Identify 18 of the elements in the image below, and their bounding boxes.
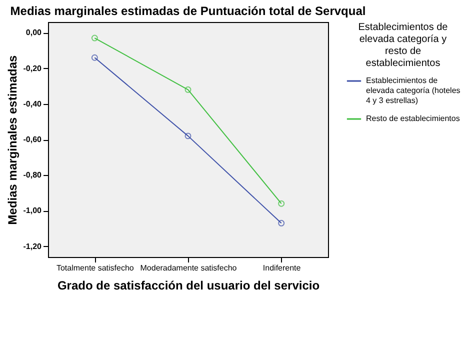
legend-label: Resto de establecimientos <box>366 114 460 123</box>
legend-title: Establecimientos de elevada categoría y resto de establecimientos <box>358 22 448 69</box>
y-tick-label: -0,80 <box>23 170 42 180</box>
x-tick-label: Indiferente <box>262 264 302 272</box>
x-axis-title: Grado de satisfacción del usuario del servicio <box>57 278 320 292</box>
y-tick-label: 0,00 <box>26 28 42 38</box>
x-tick-label: Totalmente satisfecho <box>56 264 134 272</box>
point <box>184 132 192 140</box>
chart-title: Medias marginales estimadas de Puntuación total de Servqual <box>10 4 366 18</box>
legend-label: Establecimientos de elevada categoría (hoteles 4 y 3 estrellas) <box>366 76 460 105</box>
y-tick-label: -0,20 <box>23 64 42 73</box>
y-tick-label: -0,40 <box>23 99 42 108</box>
y-tick-label: -1,00 <box>23 206 42 216</box>
point <box>184 86 192 93</box>
x-tick-label: Moderadamente satisfecho <box>140 264 238 272</box>
y-tick-label: -1,20 <box>23 242 42 251</box>
y-axis-title: Medias marginales estimadas <box>5 54 20 225</box>
y-tick-label: -0,60 <box>23 135 42 144</box>
